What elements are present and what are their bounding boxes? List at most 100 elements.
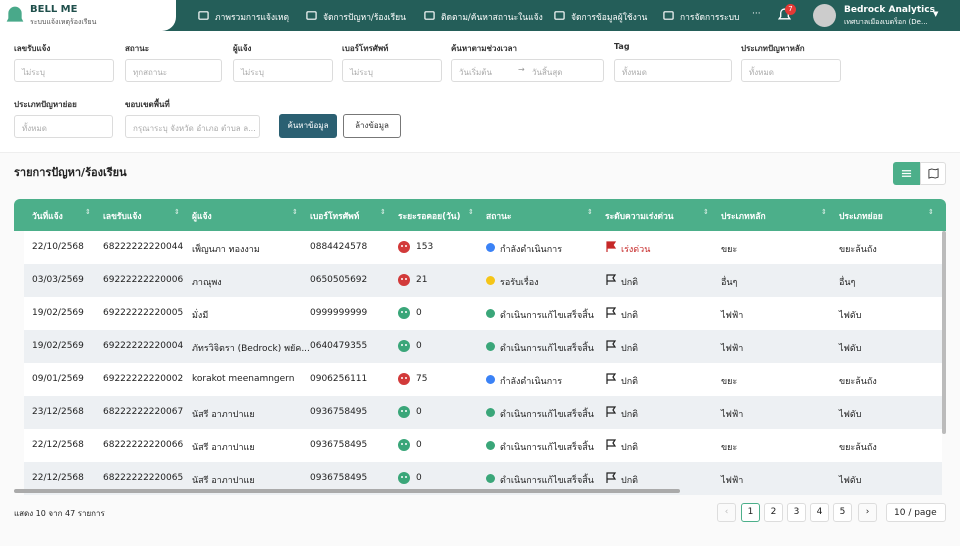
column-header[interactable]: วันที่แจ้ง bbox=[32, 212, 63, 222]
cell: 69222222220004 bbox=[103, 341, 184, 351]
priority-flag-svg bbox=[606, 274, 617, 285]
wait-face bbox=[398, 373, 410, 385]
table-row[interactable] bbox=[24, 231, 942, 264]
filter-input[interactable]: ไม่ระบุ bbox=[342, 59, 442, 82]
wait-face-svg bbox=[398, 274, 410, 286]
page-button[interactable]: 2 bbox=[764, 503, 783, 522]
cell-status: ดำเนินการแก้ไขเสร็จสิ้น bbox=[500, 410, 594, 420]
priority-flag bbox=[605, 241, 617, 253]
nav-icon bbox=[306, 10, 317, 21]
nav-icon-svg bbox=[554, 11, 565, 20]
table-row[interactable] bbox=[24, 396, 942, 429]
cell: มั่งมี bbox=[192, 311, 209, 321]
user-name: Bedrock Analytics bbox=[844, 5, 935, 15]
nav-icon bbox=[663, 10, 674, 21]
cell-status: ดำเนินการแก้ไขเสร็จสิ้น bbox=[500, 311, 594, 321]
filter-input[interactable]: ทุกสถานะ bbox=[125, 59, 222, 82]
cell: 68222222220044 bbox=[103, 242, 184, 252]
clear-button[interactable]: ล้างข้อมูล bbox=[343, 114, 401, 138]
column-header[interactable]: เลขรับแจ้ง bbox=[103, 212, 142, 222]
prev-page[interactable]: ‹ bbox=[717, 503, 736, 522]
status-dot bbox=[486, 408, 495, 417]
page-button[interactable]: 5 bbox=[833, 503, 852, 522]
wait-face-svg bbox=[398, 439, 410, 451]
filter-input[interactable]: กรุณาระบุ จังหวัด อำเภอ ตำบล ล... bbox=[125, 115, 260, 138]
table-row[interactable] bbox=[24, 363, 942, 396]
cell: 0936758495 bbox=[310, 440, 368, 450]
filter-label: ขอบเขตพื้นที่ bbox=[125, 100, 170, 109]
column-header[interactable]: ผู้แจ้ง bbox=[192, 212, 212, 222]
cell-priority: ปกติ bbox=[621, 278, 639, 288]
wait-face bbox=[398, 241, 410, 253]
header: BELL ME ระบบแจ้งเหตุร้องเรียน ภาพรวมการแจ้… bbox=[0, 0, 960, 31]
sort-icon: ⇕ bbox=[174, 208, 180, 216]
column-header[interactable]: สถานะ bbox=[486, 212, 512, 222]
priority-flag bbox=[605, 307, 617, 319]
wait-face-svg bbox=[398, 406, 410, 418]
priority-flag bbox=[605, 472, 617, 484]
status-dot bbox=[486, 441, 495, 450]
table-row[interactable] bbox=[24, 429, 942, 462]
page-button[interactable]: 3 bbox=[787, 503, 806, 522]
cell: 0936758495 bbox=[310, 473, 368, 483]
filter-placeholder: ทั้งหมด bbox=[622, 68, 647, 77]
scrollbar-v bbox=[942, 231, 946, 434]
column-header[interactable]: ระยะรอคอย(วัน) bbox=[398, 212, 461, 222]
cell-status: ดำเนินการแก้ไขเสร็จสิ้น bbox=[500, 344, 594, 354]
nav-item[interactable]: ภาพรวมการแจ้งเหตุ bbox=[215, 13, 290, 23]
column-header[interactable]: ประเภทหลัก bbox=[721, 212, 766, 222]
sort-icon: ⇕ bbox=[703, 208, 709, 216]
filter-input[interactable]: ทั้งหมด bbox=[614, 59, 732, 82]
page-button[interactable]: 1 bbox=[741, 503, 760, 522]
nav-more[interactable]: ··· bbox=[752, 9, 761, 19]
cell: 0650505692 bbox=[310, 275, 368, 285]
view-map[interactable] bbox=[920, 162, 946, 185]
nav-item[interactable]: ติดตาม/ค้นหาสถานะในแจ้ง bbox=[441, 13, 543, 23]
priority-flag-svg bbox=[606, 439, 617, 450]
nav-item[interactable]: การจัดการระบบ bbox=[680, 13, 740, 23]
table-row[interactable] bbox=[24, 264, 942, 297]
nav-item[interactable]: จัดการปัญหา/ร้องเรียน bbox=[323, 13, 406, 23]
cell: นัสรี อาภาปาแย bbox=[192, 443, 255, 453]
nav-item[interactable]: จัดการข้อมูลผู้ใช้งาน bbox=[571, 13, 648, 23]
nav-icon-svg bbox=[306, 11, 317, 20]
nav-icon-svg bbox=[663, 11, 674, 20]
table-row[interactable] bbox=[24, 330, 942, 363]
avatar[interactable] bbox=[813, 4, 836, 27]
page-size[interactable]: 10 / page bbox=[886, 503, 946, 522]
filter-input[interactable]: ทั้งหมด bbox=[741, 59, 841, 82]
nav-icon bbox=[198, 10, 209, 21]
table-row[interactable] bbox=[24, 297, 942, 330]
search-button[interactable]: ค้นหาข้อมูล bbox=[279, 114, 337, 138]
cell: ขยะ bbox=[721, 443, 738, 453]
cell-status: ดำเนินการแก้ไขเสร็จสิ้น bbox=[500, 443, 594, 453]
filter-input[interactable]: ไม่ระบุ bbox=[14, 59, 114, 82]
cell-priority: ปกติ bbox=[621, 344, 639, 354]
filter-input[interactable]: ทั้งหมด bbox=[14, 115, 113, 138]
priority-flag-svg bbox=[606, 406, 617, 417]
view-list[interactable] bbox=[893, 162, 920, 185]
filter-placeholder-end: วันสิ้นสุด bbox=[532, 68, 563, 77]
next-page[interactable]: › bbox=[858, 503, 877, 522]
notification-badge: 7 bbox=[785, 4, 796, 15]
filter-input[interactable]: ไม่ระบุ bbox=[233, 59, 333, 82]
cell: อื่นๆ bbox=[721, 278, 738, 288]
page-button[interactable]: 4 bbox=[810, 503, 829, 522]
column-header[interactable]: เบอร์โทรศัพท์ bbox=[310, 212, 360, 222]
filter-label: ประเภทปัญหาย่อย bbox=[14, 100, 77, 109]
cell: ไฟฟ้า bbox=[721, 311, 744, 321]
priority-flag-svg bbox=[606, 241, 617, 252]
column-header[interactable]: ประเภทย่อย bbox=[839, 212, 883, 222]
cell: ไฟดับ bbox=[839, 311, 862, 321]
wait-face bbox=[398, 406, 410, 418]
cell: ขยะล้นถัง bbox=[839, 245, 877, 255]
status-dot bbox=[486, 375, 495, 384]
column-header[interactable]: ระดับความเร่งด่วน bbox=[605, 212, 674, 222]
filter-placeholder: กรุณาระบุ จังหวัด อำเภอ ตำบล ล... bbox=[133, 124, 256, 133]
cell-priority: ปกติ bbox=[621, 410, 639, 420]
filter-label: ค้นหาตามช่วงเวลา bbox=[451, 44, 517, 53]
filter-input[interactable]: วันเริ่มต้น → วันสิ้นสุด bbox=[451, 59, 604, 82]
list-title: รายการปัญหา/ร้องเรียน bbox=[14, 166, 127, 179]
cell: 68222222220065 bbox=[103, 473, 184, 483]
cell: นัสรี อาภาปาแย bbox=[192, 410, 255, 420]
